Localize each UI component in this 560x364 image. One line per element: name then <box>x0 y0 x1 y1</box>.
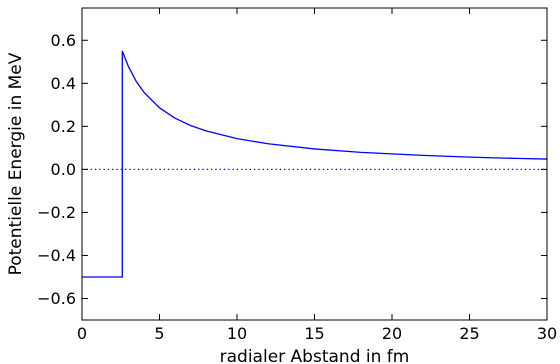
series-layer <box>82 50 548 278</box>
y-tick-label: −0.6 <box>37 289 76 308</box>
x-tick-label: 30 <box>537 324 557 343</box>
x-tick-label: 20 <box>382 324 402 343</box>
x-tick-label: 10 <box>227 324 247 343</box>
y-tick-label: −0.2 <box>37 203 76 222</box>
x-tick-label: 25 <box>459 324 479 343</box>
x-tick-label: 5 <box>154 324 164 343</box>
y-tick-label: −0.4 <box>37 246 76 265</box>
x-axis-label: radialer Abstand in fm <box>220 347 410 364</box>
y-tick-label: 0.0 <box>51 160 76 179</box>
x-tick-label: 0 <box>77 324 87 343</box>
y-axis-label: Potentielle Energie in MeV <box>6 52 26 275</box>
x-axis: 0 5 10 15 20 25 30 <box>77 8 557 343</box>
x-tick-label: 15 <box>304 324 324 343</box>
y-tick-label: 0.4 <box>51 74 76 93</box>
plot-background <box>82 8 547 320</box>
y-tick-label: 0.2 <box>51 117 76 136</box>
y-axis: −0.6 −0.4 −0.2 0.0 0.2 0.4 0.6 <box>37 31 547 308</box>
potential-curve <box>82 50 548 278</box>
y-tick-label: 0.6 <box>51 31 76 50</box>
